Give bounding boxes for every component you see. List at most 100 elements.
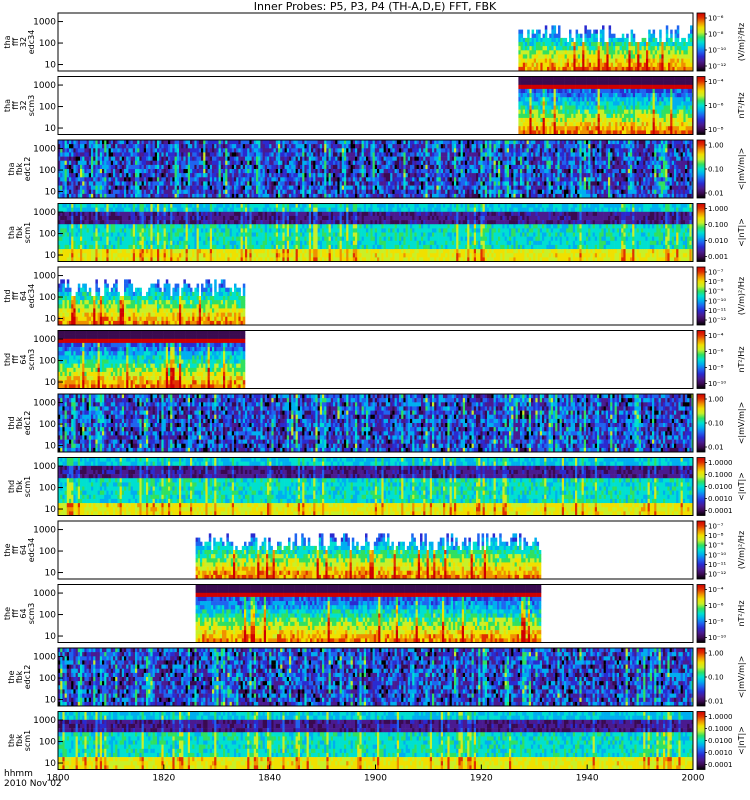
- colorbar-tick-label: 0.1000: [708, 471, 733, 479]
- colorbar-tick-label: 10⁻⁴: [708, 78, 724, 86]
- colorbar: [696, 76, 706, 135]
- colorbar-tick-label: 1.00: [708, 650, 724, 658]
- colorbar-tick-label: 10⁻⁹: [708, 288, 724, 296]
- x-axis: 1800 1820 1840 1900 1920 1940 2000: [47, 764, 705, 784]
- spectrogram-tha_fff_32_edc34: [518, 25, 693, 71]
- spectrogram-tha_fbk_scm1: [58, 203, 693, 262]
- y-tick-label: 10: [45, 696, 57, 706]
- y-tick-label: 10: [45, 188, 57, 198]
- colorbar-tick-label: 0.01: [708, 444, 724, 452]
- y-axis-label-line: 32: [19, 100, 28, 110]
- x-tick-label: 1940: [576, 774, 599, 784]
- panel-tha_fff_32_scm3: 10 100 1000 tha fff 32 scm3 10⁻⁴ 10⁻⁶ 10⁻⁸ nT²/Hz: [3, 76, 746, 135]
- colorbar-tick-label: 1.00: [708, 396, 724, 404]
- colorbar-tick-label: 10⁻⁹: [708, 542, 724, 550]
- colorbar-label: (V/m)²/Hz: [737, 23, 746, 61]
- colorbar-tick-label: 10⁻⁸: [708, 618, 724, 626]
- y-tick-label: 100: [39, 293, 56, 303]
- panel-frame: [57, 266, 694, 326]
- y-axis-label-line: thd: [7, 480, 16, 493]
- y-axis-label-line: fff: [11, 355, 20, 364]
- colorbar-label: <|nT|>: [737, 472, 746, 501]
- panel-the_fbk_edc12: 10 100 1000 the fbk edc12 1.00 0.10 0.01 <|mV/m|>: [7, 647, 746, 707]
- y-tick-label: 100: [39, 611, 56, 621]
- colorbar: [696, 139, 706, 199]
- colorbar-tick-label: 0.10: [708, 420, 724, 428]
- y-tick-label: 1000: [33, 18, 56, 28]
- colorbar-tick-label: 10⁻⁸: [708, 364, 724, 372]
- y-axis-label-line: scm1: [23, 476, 32, 497]
- colorbar-tick-label: 10⁻¹⁰: [708, 47, 726, 55]
- y-tick-label: 10: [45, 61, 57, 71]
- colorbar-tick-label: 10⁻⁶: [708, 602, 724, 610]
- colorbar-tick-label: 0.0010: [708, 749, 733, 757]
- y-tick-label: 100: [39, 230, 56, 240]
- colorbar-tick-label: 0.10: [708, 674, 724, 682]
- colorbar: [696, 12, 706, 72]
- y-axis-label-line: 32: [19, 37, 28, 47]
- y-axis-label-line: the: [3, 607, 12, 620]
- colorbar: [696, 520, 706, 580]
- y-tick-label: 1000: [33, 208, 56, 218]
- y-tick-label: 1000: [33, 399, 56, 409]
- y-axis-label-line: edc12: [23, 157, 32, 182]
- colorbar-tick-label: 10⁻⁴: [708, 332, 724, 340]
- y-axis-label-line: 64: [19, 608, 28, 618]
- y-axis-label-line: fbk: [15, 162, 24, 175]
- x-tick-label: 1920: [470, 774, 493, 784]
- panel-frame: [57, 12, 694, 72]
- colorbar-label: (V/m)²/Hz: [737, 531, 746, 569]
- y-tick-label: 10: [45, 315, 57, 325]
- colorbar-label: nT²/Hz: [737, 600, 746, 626]
- y-axis-label-line: edc34: [27, 30, 36, 55]
- y-axis-label-line: fbk: [15, 734, 24, 747]
- y-tick-label: 1000: [33, 589, 56, 599]
- y-axis-label-line: scm1: [23, 222, 32, 243]
- colorbar-tick-label: 10⁻⁸: [708, 532, 724, 540]
- colorbar-tick-label: 1.0000: [708, 713, 733, 721]
- y-axis-label-line: edc12: [23, 665, 32, 690]
- y-tick-label: 100: [39, 547, 56, 557]
- colorbar-tick-label: 10⁻⁶: [708, 102, 724, 110]
- y-axis-label-line: the: [7, 734, 16, 747]
- colorbar: [696, 266, 706, 326]
- colorbar-tick-label: 0.1000: [708, 725, 733, 733]
- colorbar-tick-label: 0.10: [708, 166, 724, 174]
- y-tick-label: 1000: [33, 272, 56, 282]
- colorbar-tick-label: 10⁻⁸: [708, 278, 724, 286]
- y-tick-label: 10: [45, 569, 57, 579]
- y-tick-label: 100: [39, 420, 56, 430]
- colorbar: [696, 330, 706, 389]
- panel-frame: [57, 330, 694, 389]
- colorbar-label: <|mV/m|>: [737, 148, 746, 191]
- y-tick-label: 10: [45, 378, 57, 388]
- y-axis-label-line: scm3: [27, 603, 36, 624]
- y-axis-label-line: tha: [7, 162, 16, 175]
- colorbar: [696, 711, 706, 770]
- y-axis-label-line: 64: [19, 545, 28, 555]
- panel-the_fff_64_edc34: 10 100 1000 the fff 64 edc34 10⁻⁷10⁻⁸ 10⁻⁹10⁻¹⁰ 1…: [3, 520, 746, 580]
- colorbar-tick-label: 0.100: [708, 221, 728, 229]
- y-tick-label: 100: [39, 738, 56, 748]
- colorbar-tick-label: 10⁻⁷: [708, 269, 724, 277]
- colorbar-tick-label: 0.0100: [708, 737, 733, 745]
- spectrogram-thd_fbk_scm1: [58, 457, 693, 516]
- spectrogram-thd_fff_64_edc34: [58, 279, 246, 325]
- colorbar-tick-label: 10⁻⁸: [708, 126, 724, 134]
- y-tick-label: 100: [39, 674, 56, 684]
- x-tick-label: 1840: [258, 774, 281, 784]
- y-axis-label-line: edc12: [23, 411, 32, 436]
- spectrogram-the_fff_64_edc34: [195, 533, 542, 579]
- y-tick-label: 10: [45, 759, 57, 769]
- y-tick-label: 1000: [33, 335, 56, 345]
- y-axis-label-line: fff: [11, 101, 20, 110]
- spectrogram-tha_fbk_edc12: [58, 140, 693, 198]
- y-axis-label-line: fff: [11, 38, 20, 47]
- panel-tha_fbk_edc12: 10 100 1000 tha fbk edc12 1.00 0.10 0.01 <|mV/m|>: [7, 139, 746, 199]
- colorbar-tick-label: 10⁻¹²: [708, 63, 726, 71]
- x-tick-label: 2000: [682, 774, 705, 784]
- y-tick-label: 100: [39, 357, 56, 367]
- colorbar-tick-label: 10⁻⁸: [708, 31, 724, 39]
- colorbar-tick-label: 10⁻¹²: [708, 571, 726, 579]
